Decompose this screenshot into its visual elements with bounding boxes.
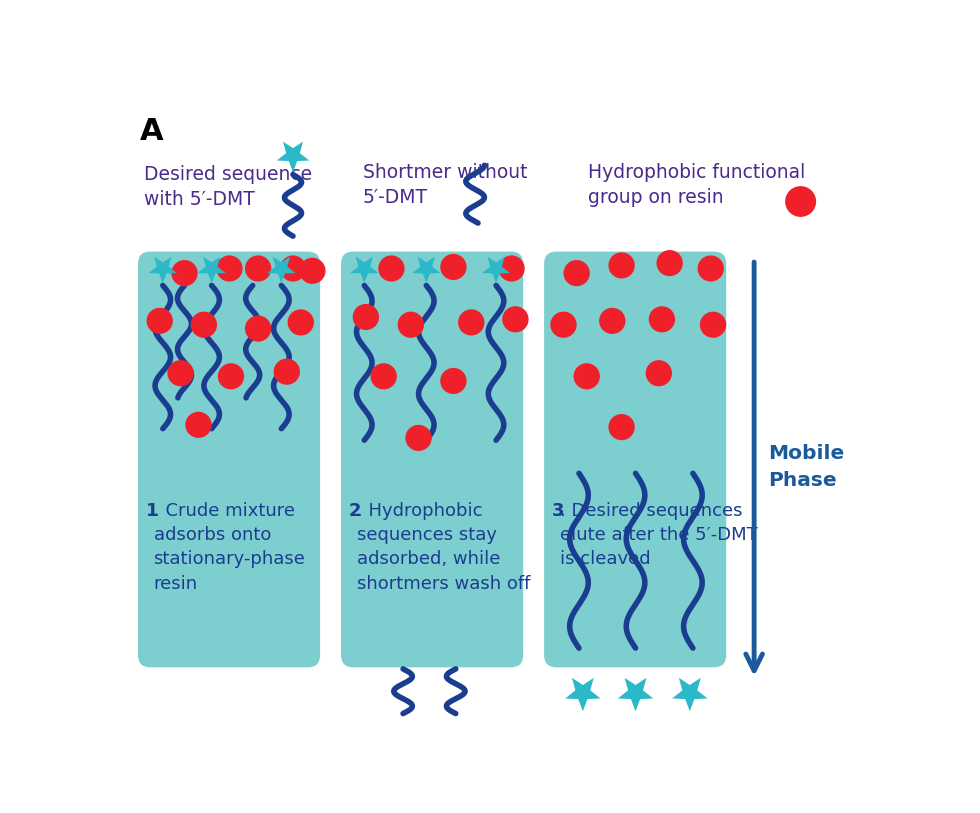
Circle shape bbox=[609, 414, 635, 440]
Circle shape bbox=[273, 359, 300, 385]
Text: . Crude mixture
adsorbs onto
stationary-phase
resin: . Crude mixture adsorbs onto stationary-… bbox=[154, 502, 306, 593]
Circle shape bbox=[353, 304, 379, 330]
Circle shape bbox=[700, 311, 726, 337]
Text: . Hydrophobic
sequences stay
adsorbed, while
shortmers wash off: . Hydrophobic sequences stay adsorbed, w… bbox=[357, 502, 530, 593]
Text: 3: 3 bbox=[552, 502, 564, 520]
Circle shape bbox=[172, 260, 198, 286]
Circle shape bbox=[440, 367, 466, 394]
Circle shape bbox=[280, 255, 306, 281]
Polygon shape bbox=[268, 257, 295, 283]
Circle shape bbox=[551, 311, 576, 337]
Circle shape bbox=[502, 307, 528, 333]
Circle shape bbox=[599, 308, 625, 334]
FancyBboxPatch shape bbox=[544, 251, 726, 667]
Text: 2: 2 bbox=[349, 502, 362, 520]
Polygon shape bbox=[413, 257, 440, 283]
Circle shape bbox=[245, 315, 271, 341]
Polygon shape bbox=[672, 678, 708, 711]
Circle shape bbox=[147, 308, 172, 334]
Text: . Desired sequences
elute after the 5′-DMT
is cleaved: . Desired sequences elute after the 5′-D… bbox=[560, 502, 758, 568]
Polygon shape bbox=[565, 678, 601, 711]
Circle shape bbox=[370, 363, 397, 389]
Circle shape bbox=[564, 260, 590, 286]
Text: A: A bbox=[139, 117, 164, 146]
Circle shape bbox=[218, 363, 244, 389]
Circle shape bbox=[698, 255, 724, 281]
Circle shape bbox=[398, 311, 424, 337]
Text: Shortmer without
5′-DMT: Shortmer without 5′-DMT bbox=[363, 163, 527, 207]
Circle shape bbox=[609, 252, 635, 279]
Circle shape bbox=[191, 311, 217, 337]
Text: Mobile
Phase: Mobile Phase bbox=[768, 445, 845, 490]
Text: Desired sequence
with 5′-DMT: Desired sequence with 5′-DMT bbox=[144, 165, 313, 209]
FancyBboxPatch shape bbox=[138, 251, 320, 667]
Circle shape bbox=[287, 309, 314, 336]
Circle shape bbox=[646, 360, 672, 386]
Polygon shape bbox=[482, 257, 510, 283]
Circle shape bbox=[649, 307, 675, 333]
Circle shape bbox=[785, 186, 816, 217]
Polygon shape bbox=[198, 257, 225, 283]
FancyBboxPatch shape bbox=[341, 251, 523, 667]
Circle shape bbox=[299, 258, 325, 284]
Circle shape bbox=[657, 250, 683, 276]
Circle shape bbox=[245, 255, 271, 281]
Circle shape bbox=[185, 411, 212, 438]
Text: Hydrophobic functional
group on resin: Hydrophobic functional group on resin bbox=[587, 163, 805, 207]
Circle shape bbox=[573, 363, 600, 389]
Circle shape bbox=[378, 255, 405, 281]
Text: 1: 1 bbox=[146, 502, 158, 520]
Circle shape bbox=[440, 254, 466, 280]
Polygon shape bbox=[617, 678, 654, 711]
Polygon shape bbox=[276, 141, 310, 172]
Circle shape bbox=[217, 255, 243, 281]
Circle shape bbox=[168, 360, 194, 386]
Polygon shape bbox=[350, 257, 378, 283]
Circle shape bbox=[406, 425, 432, 451]
Polygon shape bbox=[149, 257, 176, 283]
Circle shape bbox=[458, 309, 484, 336]
Circle shape bbox=[499, 255, 524, 281]
